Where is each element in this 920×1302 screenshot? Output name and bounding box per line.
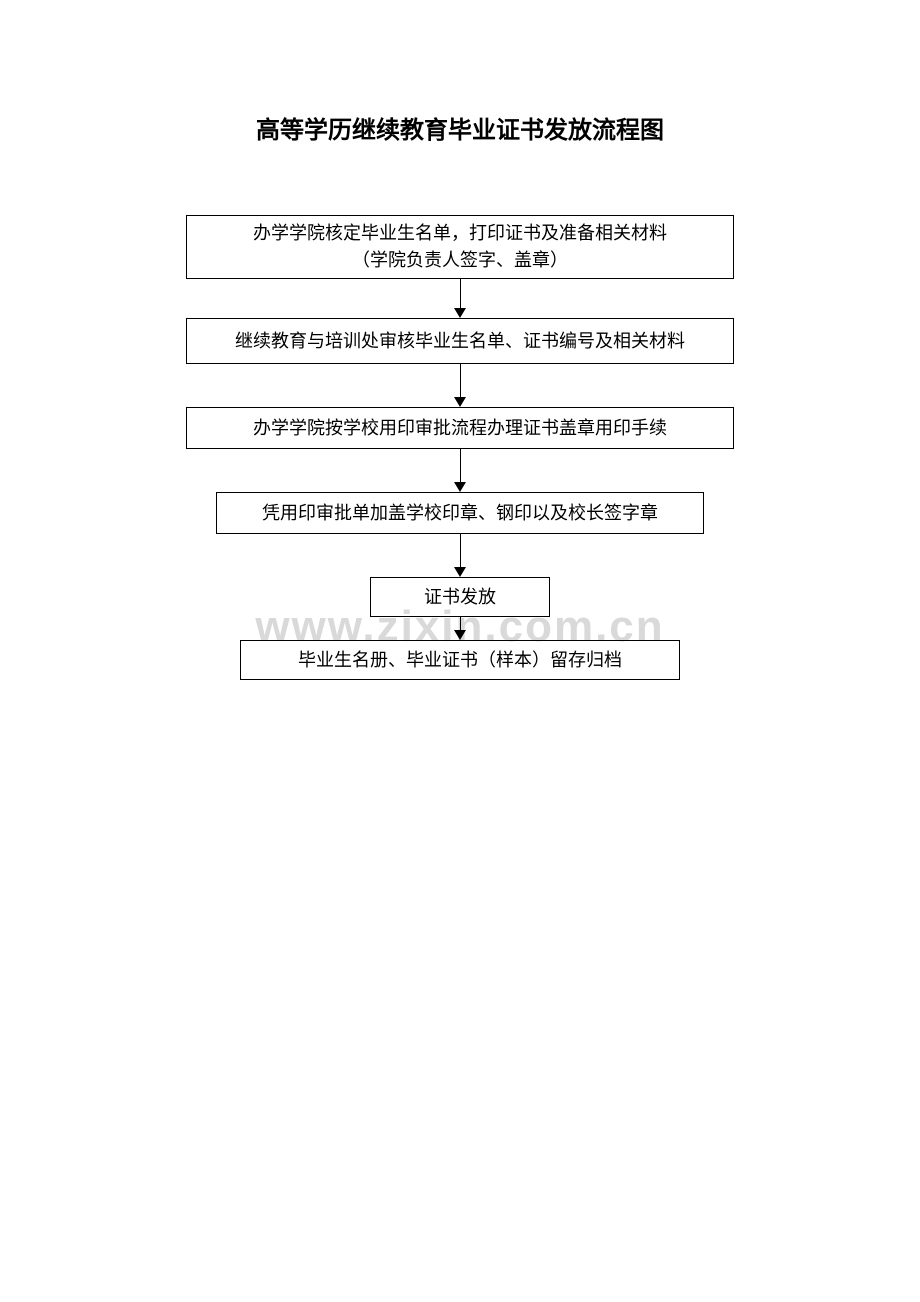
- flow-node-3: 办学学院按学校用印审批流程办理证书盖章用印手续: [186, 407, 734, 449]
- page-title: 高等学历继续教育毕业证书发放流程图: [0, 110, 920, 145]
- arrow-down-icon: [454, 308, 466, 318]
- flow-node-2: 继续教育与培训处审核毕业生名单、证书编号及相关材料: [186, 318, 734, 364]
- flow-node-1-line2: （学院负责人签字、盖章）: [352, 250, 568, 270]
- arrow-down-icon: [454, 567, 466, 577]
- flow-arrow-4: [454, 534, 466, 577]
- flow-node-1-line1: 办学学院核定毕业生名单，打印证书及准备相关材料: [253, 223, 667, 243]
- flow-node-5: 证书发放: [370, 577, 550, 617]
- arrow-down-icon: [454, 397, 466, 407]
- flow-arrow-2: [454, 364, 466, 407]
- arrow-down-icon: [454, 630, 466, 640]
- flow-node-1: 办学学院核定毕业生名单，打印证书及准备相关材料 （学院负责人签字、盖章）: [186, 215, 734, 279]
- flow-arrow-5: [454, 617, 466, 640]
- flowchart: 办学学院核定毕业生名单，打印证书及准备相关材料 （学院负责人签字、盖章） 继续教…: [150, 215, 770, 680]
- flow-arrow-3: [454, 449, 466, 492]
- flow-node-6: 毕业生名册、毕业证书（样本）留存归档: [240, 640, 680, 680]
- flow-arrow-1: [454, 279, 466, 318]
- arrow-down-icon: [454, 482, 466, 492]
- page: 高等学历继续教育毕业证书发放流程图 www.zixin.com.cn 办学学院核…: [0, 0, 920, 1302]
- flow-node-4: 凭用印审批单加盖学校印章、钢印以及校长签字章: [216, 492, 704, 534]
